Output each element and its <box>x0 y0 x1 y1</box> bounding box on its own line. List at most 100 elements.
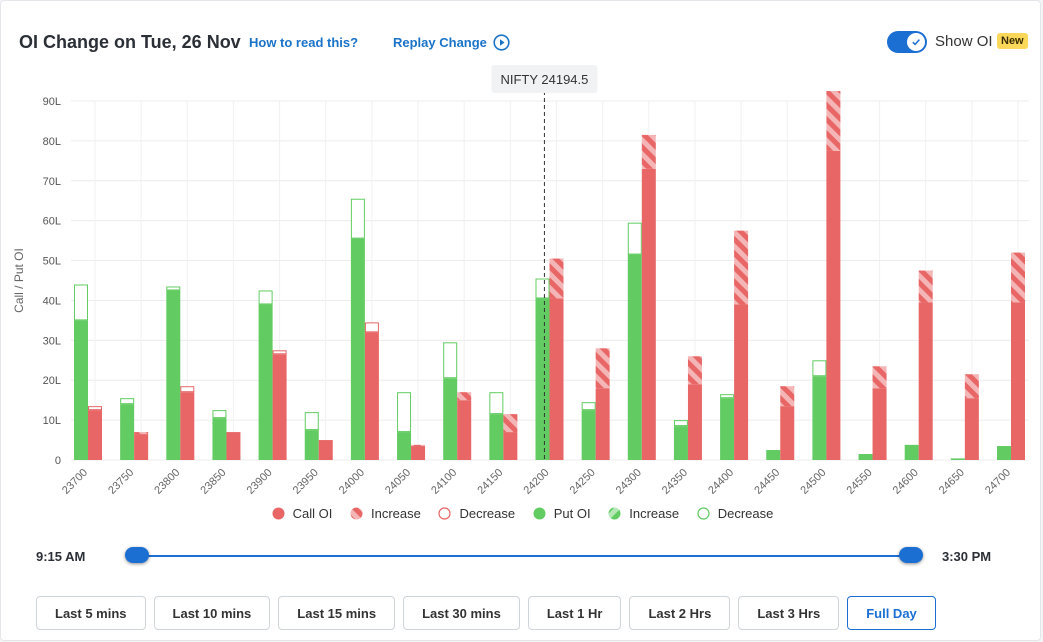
show-oi-toggle[interactable] <box>887 31 927 53</box>
put-oi-decrease-segment[interactable] <box>258 290 273 305</box>
call-oi-bar[interactable] <box>780 406 795 460</box>
range-button-last-1-hr[interactable]: Last 1 Hr <box>527 596 622 630</box>
range-button-full-day[interactable]: Full Day <box>847 596 936 630</box>
legend-put-oi-label: Put OI <box>553 506 591 521</box>
put-oi-bar[interactable] <box>581 410 596 460</box>
call-oi-increase-segment[interactable] <box>595 348 610 389</box>
put-oi-decrease-segment[interactable] <box>397 392 412 433</box>
call-oi-increase-segment[interactable] <box>457 392 472 401</box>
put-oi-decrease-segment[interactable] <box>212 410 227 419</box>
call-oi-bar[interactable] <box>918 302 933 460</box>
put-oi-decrease-segment[interactable] <box>673 420 688 427</box>
put-oi-decrease-segment[interactable] <box>304 412 319 431</box>
legend-call-increase[interactable]: Increase <box>350 506 421 521</box>
put-oi-bar[interactable] <box>766 450 781 460</box>
call-oi-bar[interactable] <box>411 446 426 460</box>
put-oi-decrease-segment[interactable] <box>350 198 365 239</box>
put-oi-decrease-segment[interactable] <box>443 342 458 379</box>
replay-change-button[interactable]: Replay Change <box>393 34 510 54</box>
range-button-last-10-mins[interactable]: Last 10 mins <box>153 596 271 630</box>
put-oi-bar[interactable] <box>304 430 319 460</box>
range-button-last-2-hrs[interactable]: Last 2 Hrs <box>629 596 731 630</box>
call-oi-bar[interactable] <box>180 392 195 460</box>
put-oi-decrease-segment[interactable] <box>74 284 88 321</box>
legend-call-decrease[interactable]: Decrease <box>438 506 515 521</box>
call-oi-decrease-segment[interactable] <box>364 322 379 333</box>
put-oi-bar[interactable] <box>350 238 365 460</box>
legend-put-oi[interactable]: Put OI <box>533 506 591 521</box>
call-oi-bar[interactable] <box>134 434 149 460</box>
range-button-last-3-hrs[interactable]: Last 3 Hrs <box>738 596 840 630</box>
legend-put-decrease[interactable]: Decrease <box>697 506 773 521</box>
call-oi-bar[interactable] <box>641 168 656 461</box>
call-oi-bar[interactable] <box>503 432 518 460</box>
timeline-slider-track[interactable] <box>137 555 911 557</box>
put-oi-bar[interactable] <box>720 398 735 460</box>
timeline-end-handle[interactable] <box>899 547 923 563</box>
call-oi-increase-segment[interactable] <box>872 366 887 389</box>
call-oi-bar[interactable] <box>364 332 379 460</box>
timeline-start-handle[interactable] <box>125 547 149 563</box>
call-oi-increase-segment[interactable] <box>918 270 933 303</box>
x-tick-label: 24400 <box>706 467 736 497</box>
call-oi-bar[interactable] <box>826 150 841 460</box>
call-oi-increase-segment[interactable] <box>734 230 749 305</box>
x-tick-label: 23700 <box>60 467 90 497</box>
put-oi-bar[interactable] <box>950 458 965 460</box>
call-oi-increase-segment[interactable] <box>964 374 979 399</box>
call-oi-bar[interactable] <box>272 354 287 460</box>
call-oi-increase-segment[interactable] <box>549 258 564 299</box>
put-oi-bar[interactable] <box>258 304 273 460</box>
call-oi-bar[interactable] <box>549 298 564 460</box>
range-button-last-15-mins[interactable]: Last 15 mins <box>278 596 396 630</box>
call-oi-increase-segment[interactable] <box>134 432 149 435</box>
put-oi-decrease-segment[interactable] <box>535 278 550 299</box>
call-oi-increase-segment[interactable] <box>1011 252 1025 303</box>
call-oi-increase-segment[interactable] <box>780 386 795 407</box>
call-oi-bar[interactable] <box>1011 302 1025 460</box>
put-oi-bar[interactable] <box>397 432 412 460</box>
how-to-read-link[interactable]: How to read this? <box>249 35 359 50</box>
call-oi-bar[interactable] <box>687 384 702 460</box>
put-oi-decrease-segment[interactable] <box>489 392 504 415</box>
put-oi-decrease-segment[interactable] <box>581 402 596 411</box>
put-oi-bar[interactable] <box>904 444 919 460</box>
call-oi-bar[interactable] <box>964 398 979 460</box>
put-oi-bar[interactable] <box>443 378 458 460</box>
call-oi-increase-segment[interactable] <box>687 356 702 385</box>
call-oi-bar[interactable] <box>226 432 241 460</box>
put-oi-bar[interactable] <box>673 426 688 460</box>
range-button-last-5-mins[interactable]: Last 5 mins <box>36 596 146 630</box>
call-oi-increase-segment[interactable] <box>503 414 518 433</box>
call-oi-decrease-segment[interactable] <box>180 386 195 393</box>
call-oi-decrease-segment[interactable] <box>88 406 102 411</box>
legend-put-increase[interactable]: Increase <box>608 506 679 521</box>
range-button-last-30-mins[interactable]: Last 30 mins <box>403 596 520 630</box>
call-oi-bar[interactable] <box>595 388 610 460</box>
put-oi-decrease-segment[interactable] <box>166 286 181 291</box>
put-oi-bar[interactable] <box>120 404 135 460</box>
put-oi-bar[interactable] <box>166 290 181 460</box>
put-oi-bar[interactable] <box>74 320 88 460</box>
call-oi-bar[interactable] <box>734 304 749 460</box>
call-oi-decrease-segment[interactable] <box>272 350 287 355</box>
put-oi-bar[interactable] <box>997 446 1011 460</box>
put-oi-bar[interactable] <box>627 254 642 460</box>
put-oi-decrease-segment[interactable] <box>812 360 827 377</box>
call-oi-increase-segment[interactable] <box>826 91 841 151</box>
put-oi-bar[interactable] <box>535 298 550 460</box>
put-oi-bar[interactable] <box>212 418 227 460</box>
call-oi-increase-segment[interactable] <box>641 134 656 169</box>
put-oi-bar[interactable] <box>489 414 504 460</box>
call-oi-bar[interactable] <box>88 410 102 460</box>
legend-call-oi[interactable]: Call OI <box>272 506 332 521</box>
put-oi-decrease-segment[interactable] <box>627 222 642 255</box>
put-oi-bar[interactable] <box>858 454 873 460</box>
call-oi-increase-segment[interactable] <box>411 444 426 447</box>
call-oi-bar[interactable] <box>457 400 472 460</box>
put-oi-bar[interactable] <box>812 376 827 460</box>
put-oi-decrease-segment[interactable] <box>120 398 135 405</box>
put-oi-decrease-segment[interactable] <box>720 394 735 399</box>
call-oi-bar[interactable] <box>318 440 333 460</box>
call-oi-bar[interactable] <box>872 388 887 460</box>
